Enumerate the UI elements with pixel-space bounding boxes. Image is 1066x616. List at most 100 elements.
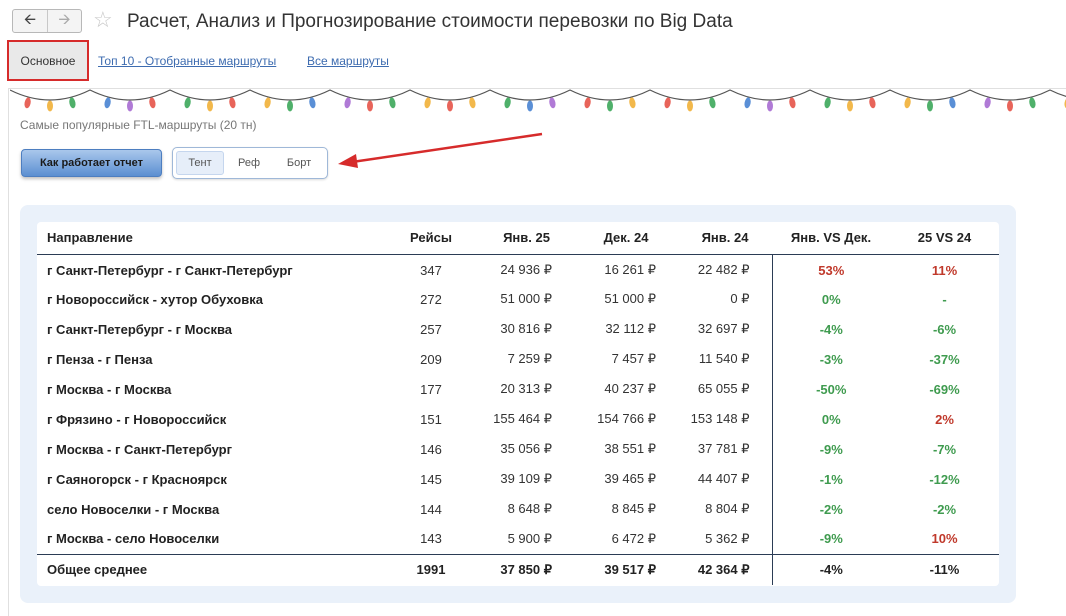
route-direction: г Санкт-Петербург - г Москва [47, 321, 233, 337]
route-dec24: 40 237 ₽ [604, 381, 656, 396]
route-jan24: 44 407 ₽ [697, 471, 750, 486]
table-row: г Санкт-Петербург - г Москва 257 30 816 ₽ 3… [37, 314, 999, 344]
tab-main[interactable]: Основное [7, 40, 89, 81]
col-jan24: Янв. 24 [678, 222, 772, 255]
route-trips: 209 [420, 351, 442, 367]
route-dec24: 32 112 ₽ [605, 321, 656, 336]
route-direction: г Москва - село Новоселки [47, 531, 220, 547]
page-title: Расчет, Анализ и Прогнозирование стоимос… [127, 11, 733, 32]
route-mom-change: 0% [771, 404, 890, 434]
route-direction: г Санкт-Петербург - г Санкт-Петербург [47, 262, 293, 278]
report-subtitle: Самые популярные FTL-маршруты (20 тн) [20, 118, 257, 132]
route-direction: г Пенза - г Пенза [47, 351, 153, 367]
route-jan25: 20 313 ₽ [500, 381, 552, 396]
route-yoy-change: 10% [931, 531, 958, 547]
table-row: г Саяногорск - г Красноярск 145 39 109 ₽ 39… [37, 464, 999, 494]
arrow-right-icon: 🡪 [58, 10, 71, 28]
route-mom-change: 53% [771, 254, 890, 284]
forward-button[interactable]: 🡪 [46, 10, 81, 32]
route-jan25: 8 648 ₽ [507, 501, 552, 516]
table-row: г Москва - г Санкт-Петербург 146 35 056 ₽ 3… [37, 434, 999, 464]
route-trips: 272 [420, 291, 442, 307]
route-direction: село Новоселки - г Москва [47, 501, 220, 517]
route-jan25: 5 900 ₽ [507, 530, 552, 546]
route-dec24: 39 517 ₽ [574, 553, 678, 585]
routes-table: Направление Рейсы Янв. 25 Дек. 24 Янв. 2… [37, 222, 999, 585]
route-jan24: 22 482 ₽ [697, 262, 750, 278]
table-header-row: Направление Рейсы Янв. 25 Дек. 24 Янв. 2… [37, 222, 999, 255]
annotation-arrow [338, 132, 543, 168]
route-direction: г Новороссийск - хутор Обуховка [47, 291, 263, 307]
route-mom-change: -9% [771, 524, 890, 554]
tab-top10[interactable]: Топ 10 - Отобранные маршруты [98, 54, 277, 68]
route-jan25: 37 850 ₽ [479, 553, 574, 585]
garland-decoration [10, 89, 1066, 112]
body-type-tent[interactable]: Тент [176, 151, 224, 175]
body-type-switch: Тент Реф Борт [172, 147, 328, 179]
route-trips: 146 [420, 441, 442, 457]
route-jan24: 37 781 ₽ [697, 441, 750, 456]
route-dec24: 39 465 ₽ [604, 471, 656, 486]
route-dec24: 154 766 ₽ [597, 411, 656, 426]
title-bar: 🡨 🡪 ☆ Расчет, Анализ и Прогнозирование с… [0, 0, 1066, 44]
body-type-ref[interactable]: Реф [237, 157, 261, 169]
table-row: г Москва - г Москва 177 20 313 ₽ 40 237 ₽ 65… [37, 374, 999, 404]
route-dec24: 8 845 ₽ [611, 501, 656, 516]
route-mom-change: -2% [771, 494, 890, 524]
how-report-works-button[interactable]: Как работает отчет [21, 149, 162, 177]
route-mom-change: -9% [771, 434, 890, 464]
route-jan25: 51 000 ₽ [500, 291, 552, 306]
route-jan24: 65 055 ₽ [697, 381, 750, 396]
route-yoy-change: -11% [890, 553, 999, 585]
col-dec24: Дек. 24 [574, 222, 678, 255]
back-button[interactable]: 🡨 [13, 10, 47, 32]
route-dec24: 7 457 ₽ [611, 351, 656, 366]
route-jan24: 11 540 ₽ [698, 351, 750, 366]
route-yoy-change: -37% [929, 351, 960, 367]
col-direction: Направление [37, 222, 383, 255]
route-trips: 177 [420, 381, 442, 397]
tab-all-routes[interactable]: Все маршруты [307, 54, 389, 68]
star-icon[interactable]: ☆ [93, 7, 113, 32]
table-row: село Новоселки - г Москва 144 8 648 ₽ 8 845… [37, 494, 999, 524]
tab-bar: Основное Топ 10 - Отобранные маршруты Вс… [0, 40, 1066, 82]
route-yoy-change: -12% [929, 471, 960, 487]
route-yoy-change: - [942, 291, 947, 307]
route-trips: 143 [420, 531, 442, 547]
route-dec24: 51 000 ₽ [604, 291, 656, 306]
route-jan25: 35 056 ₽ [500, 441, 552, 456]
route-jan24: 32 697 ₽ [697, 321, 750, 336]
route-trips: 257 [420, 321, 442, 337]
route-jan25: 7 259 ₽ [507, 351, 552, 366]
route-mom-change: -4% [771, 314, 890, 344]
col-trips: Рейсы [383, 222, 479, 255]
route-jan24: 5 362 ₽ [705, 530, 750, 546]
route-jan24: 42 364 ₽ [678, 553, 772, 585]
route-trips: 347 [420, 262, 442, 278]
route-dec24: 16 261 ₽ [604, 262, 656, 278]
route-direction: г Москва - г Санкт-Петербург [47, 441, 233, 457]
arrow-left-icon: 🡨 [23, 10, 37, 28]
route-dec24: 6 472 ₽ [611, 530, 656, 546]
table-row: г Фрязино - г Новороссийск 151 155 464 ₽ 15… [37, 404, 999, 434]
route-direction: г Саяногорск - г Красноярск [47, 471, 227, 487]
route-jan25: 24 936 ₽ [500, 262, 552, 278]
route-direction: Общее среднее [37, 553, 383, 585]
route-yoy-change: -6% [932, 321, 957, 337]
col-yoy: 25 VS 24 [890, 222, 999, 255]
content-area [8, 88, 1066, 616]
col-jan25: Янв. 25 [479, 222, 574, 255]
route-yoy-change: 2% [935, 411, 954, 427]
route-trips: 145 [420, 471, 442, 487]
body-type-bort[interactable]: Борт [286, 157, 312, 169]
route-trips: 1991 [383, 553, 479, 585]
route-yoy-change: 11% [931, 262, 958, 278]
table-row: г Москва - село Новоселки 143 5 900 ₽ 6 472… [37, 524, 999, 554]
route-trips: 151 [420, 411, 442, 427]
route-trips: 144 [420, 501, 442, 517]
route-jan24: 8 804 ₽ [705, 501, 750, 516]
route-mom-change: -3% [771, 344, 890, 374]
route-jan25: 30 816 ₽ [500, 321, 552, 336]
route-jan25: 155 464 ₽ [493, 411, 552, 426]
route-yoy-change: -7% [932, 441, 957, 457]
